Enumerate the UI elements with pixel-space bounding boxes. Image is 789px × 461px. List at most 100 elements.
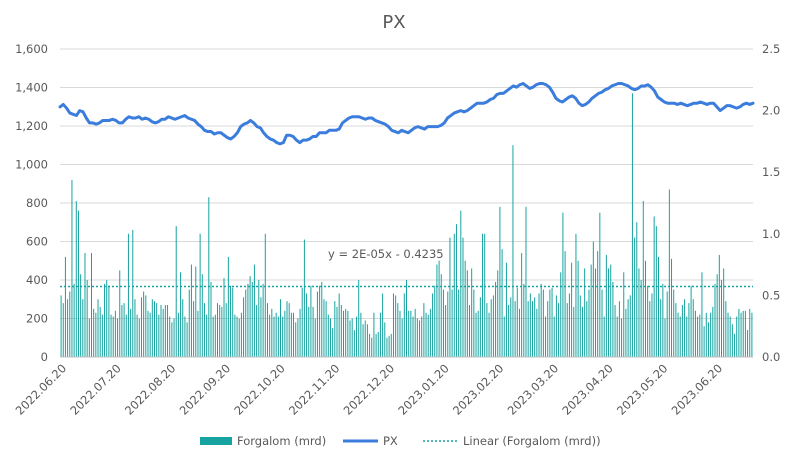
volume-bar [364, 320, 366, 357]
volume-bar [64, 256, 66, 357]
volume-bar [542, 289, 544, 358]
volume-bar [373, 312, 375, 357]
volume-bar [299, 308, 301, 358]
volume-bar [495, 281, 497, 357]
volume-bar [382, 293, 384, 357]
x-tick-label: 2023.04.20 [559, 361, 615, 417]
volume-bar [505, 262, 507, 357]
volume-bar [199, 233, 201, 357]
volume-bar [699, 314, 701, 357]
volume-bar [595, 268, 596, 357]
volume-bar [697, 316, 699, 357]
volume-bar [80, 274, 82, 357]
volume-bar [410, 310, 412, 357]
volume-bar [434, 285, 436, 357]
volume-bar [644, 260, 646, 357]
volume-bar [647, 285, 649, 357]
volume-bar [562, 212, 564, 358]
volume-bar [201, 274, 203, 357]
volume-bar [445, 305, 447, 357]
volume-bar [366, 324, 368, 357]
volume-bar [112, 316, 114, 357]
x-tick-label: 2022.06.20 [13, 361, 69, 417]
volume-bar [77, 210, 79, 357]
volume-bar [332, 328, 334, 358]
volume-bar [392, 293, 394, 357]
volume-bar [180, 272, 182, 357]
volume-bar [458, 289, 460, 358]
volume-bar [653, 216, 655, 357]
volume-bar [429, 308, 431, 358]
volume-bar [499, 206, 501, 357]
volume-bar [540, 283, 542, 357]
volume-bar [408, 310, 410, 357]
volume-bar [384, 322, 386, 357]
volume-bar [432, 293, 434, 357]
volume-bar [671, 258, 673, 357]
volume-bar [208, 197, 210, 357]
volume-bar [610, 264, 612, 357]
left-tick-label: 1,200 [15, 119, 48, 133]
volume-bar [303, 239, 305, 357]
volume-bar [677, 312, 679, 357]
volume-bar [597, 251, 599, 358]
volume-bar [710, 312, 712, 357]
volume-bar [104, 283, 106, 357]
volume-bar [473, 289, 475, 358]
volume-bar [703, 326, 705, 357]
volume-bar [379, 312, 381, 357]
volume-bar [297, 318, 299, 357]
volume-bar [549, 289, 551, 358]
volume-bar [284, 310, 286, 357]
x-tick-label: 2023.05.20 [614, 361, 670, 417]
volume-bar [171, 322, 173, 357]
volume-bar [154, 301, 155, 357]
volume-bar [149, 312, 151, 357]
volume-bar [560, 272, 562, 357]
legend-item-linear[interactable]: Linear (Forgalom (mrd)) [423, 434, 601, 448]
volume-bar [327, 314, 329, 357]
volume-bar [438, 260, 440, 357]
volume-bar [197, 310, 199, 357]
volume-bar [95, 312, 97, 357]
volume-bar [338, 293, 340, 357]
volume-bar [301, 287, 303, 357]
volume-bar [521, 253, 523, 357]
left-axis-ticks: 0 200 400 600 800 1,000 1,200 1,400 1,600 [15, 42, 48, 364]
legend-item-px[interactable]: PX [343, 434, 398, 448]
volume-bar [414, 308, 416, 358]
volume-bar [436, 264, 438, 357]
volume-bar [345, 308, 347, 358]
volume-bar [518, 308, 520, 358]
volume-bar [655, 226, 657, 357]
volume-bar [290, 312, 292, 357]
volume-bar [232, 287, 234, 357]
volume-bar [716, 274, 718, 357]
volume-bar [377, 331, 379, 357]
volume-bar [127, 233, 129, 357]
legend-item-forgalom[interactable]: Forgalom (mrd) [200, 434, 326, 448]
volume-bar [449, 237, 451, 357]
volume-bar [356, 316, 358, 357]
volume-bar [321, 281, 323, 357]
volume-bar [193, 301, 195, 357]
volume-bar [351, 318, 353, 357]
volume-bar [421, 316, 423, 357]
volume-bar [744, 310, 746, 357]
volume-bar [310, 285, 312, 357]
volume-bar [516, 287, 518, 357]
volume-bar [477, 310, 479, 357]
volume-bar [225, 303, 227, 357]
volume-bar [277, 316, 279, 357]
volume-bar [497, 270, 499, 358]
volume-bar [175, 226, 177, 357]
volume-bar [397, 303, 399, 357]
left-tick-label: 1,000 [15, 158, 48, 172]
volume-bar [684, 299, 686, 357]
volume-bar [375, 333, 377, 357]
trendline-equation: y = 2E-05x - 0.4235 [328, 247, 444, 261]
volume-bar [503, 316, 505, 357]
volume-bar [251, 281, 253, 357]
volume-bar [742, 310, 744, 357]
px-line-group [58, 82, 755, 146]
